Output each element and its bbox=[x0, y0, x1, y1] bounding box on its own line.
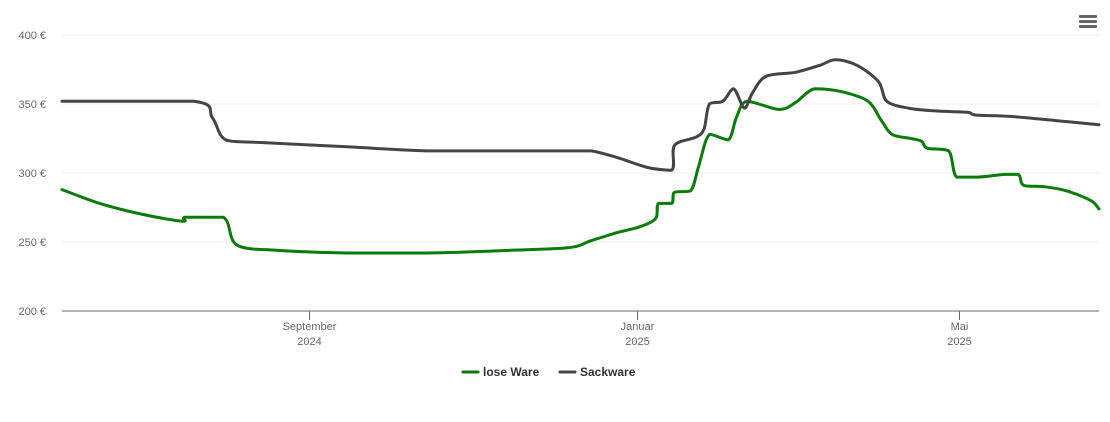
series-lines bbox=[60, 58, 1101, 255]
y-axis-tick-labels: 200 € 250 € 300 € 350 € 400 € bbox=[18, 30, 46, 318]
y-tick-label: 200 € bbox=[18, 306, 46, 318]
legend: lose Ware Sackware bbox=[461, 365, 636, 379]
gridlines bbox=[62, 34, 1099, 243]
y-tick-label: 300 € bbox=[18, 168, 46, 180]
series-line-0[interactable] bbox=[60, 87, 1101, 255]
legend-item-label[interactable]: Sackware bbox=[580, 365, 636, 379]
x-tick-label-month: Mai bbox=[951, 321, 969, 333]
series-line-1[interactable] bbox=[60, 58, 1101, 172]
x-tick-label-year: 2025 bbox=[947, 336, 971, 348]
y-tick-label: 400 € bbox=[18, 30, 46, 42]
x-tick-label-month: September bbox=[283, 321, 337, 333]
x-tick-label-year: 2025 bbox=[625, 336, 649, 348]
menu-button[interactable] bbox=[1076, 11, 1100, 33]
y-tick-label: 350 € bbox=[18, 99, 46, 111]
hamburger-menu-icon bbox=[1079, 15, 1097, 28]
x-tick-label-year: 2024 bbox=[297, 336, 321, 348]
y-tick-label: 250 € bbox=[18, 237, 46, 249]
legend-item-label[interactable]: lose Ware bbox=[483, 365, 540, 379]
x-tick-label-month: Januar bbox=[621, 321, 655, 333]
x-axis: September 2024 Januar 2025 Mai 2025 bbox=[62, 310, 1099, 348]
